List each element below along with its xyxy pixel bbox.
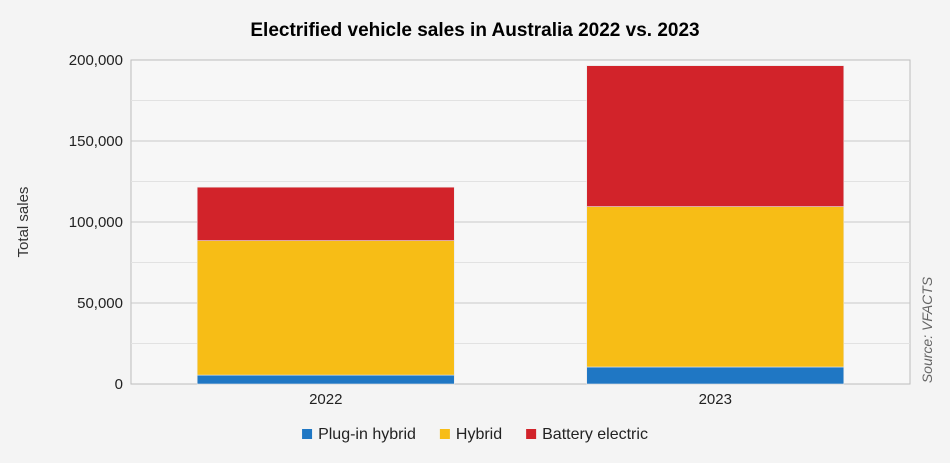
legend-item: Plug-in hybrid <box>302 426 416 443</box>
legend-swatch <box>302 429 313 439</box>
y-tick-label: 50,000 <box>77 295 123 312</box>
legend-swatch <box>439 429 450 439</box>
legend-item: Hybrid <box>439 426 502 443</box>
legend-label: Hybrid <box>456 426 502 443</box>
bar-hybrid-2023 <box>586 206 845 368</box>
bar-battery-electric-2022 <box>196 186 455 241</box>
legend: Plug-in hybrid Hybrid Battery electric <box>302 426 648 443</box>
y-tick-label: 100,000 <box>69 214 123 231</box>
legend-label: Battery electric <box>542 426 648 443</box>
x-axis-ticks: 2022 2023 <box>309 391 732 408</box>
legend-swatch <box>526 429 537 439</box>
y-axis-title: Total sales <box>15 187 32 258</box>
bar-hybrid-2022 <box>196 240 455 376</box>
x-tick-label: 2023 <box>699 391 732 408</box>
y-tick-label: 200,000 <box>69 52 123 69</box>
bar-battery-electric-2023 <box>586 65 845 207</box>
bar-plug-in-hybrid-2023 <box>586 366 845 385</box>
y-tick-label: 150,000 <box>69 133 123 150</box>
bars <box>196 65 845 385</box>
legend-item: Battery electric <box>526 426 648 443</box>
bar-plug-in-hybrid-2022 <box>196 374 455 385</box>
bar-stack-2022 <box>196 186 455 385</box>
y-tick-label: 0 <box>115 376 123 393</box>
source-note: Source: VFACTS <box>919 276 935 383</box>
y-axis-ticks: 0 50,000 100,000 150,000 200,000 <box>69 52 123 393</box>
x-tick-label: 2022 <box>309 391 342 408</box>
bar-stack-2023 <box>586 65 845 385</box>
legend-label: Plug-in hybrid <box>318 426 416 443</box>
chart-title: Electrified vehicle sales in Australia 2… <box>250 20 699 41</box>
